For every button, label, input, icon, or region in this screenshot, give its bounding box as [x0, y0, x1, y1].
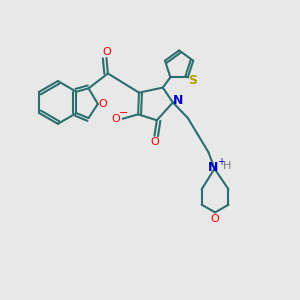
Text: N: N [208, 161, 218, 174]
Text: O: O [102, 47, 111, 57]
Text: −: − [118, 108, 128, 118]
Text: H: H [223, 161, 231, 171]
Text: O: O [98, 99, 106, 109]
Text: S: S [188, 74, 197, 87]
Text: +: + [217, 157, 225, 167]
Text: O: O [112, 114, 121, 124]
Text: O: O [211, 214, 220, 224]
Text: N: N [173, 94, 183, 107]
Text: O: O [150, 137, 159, 147]
